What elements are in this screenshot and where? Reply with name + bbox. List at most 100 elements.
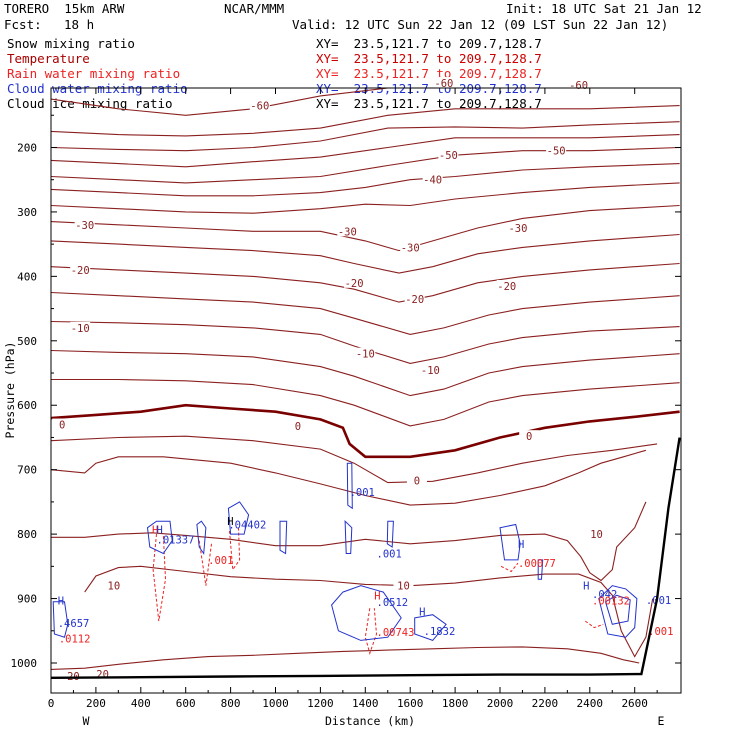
cloud-water-contour [52,601,69,638]
field-xy-temperature: XY= 23.5,121.7 to 209.7,128.7 [316,51,542,66]
contour-label-backdrop [355,347,376,359]
x-tick-label: 600 [176,697,196,710]
contour-label-backdrop [400,241,421,253]
field-xy-rain: XY= 23.5,121.7 to 209.7,128.7 [316,66,542,81]
extrema-label: .4657 [58,618,90,630]
contour-label-backdrop [344,276,365,288]
contour-label-backdrop [52,418,73,430]
extrema-label: H [152,525,158,537]
x-tick-label: 400 [131,697,151,710]
extrema-label: .001 [646,595,671,607]
contour-label-backdrop [507,222,528,234]
isotherm-line [50,449,647,506]
y-tick-label: 900 [17,593,37,606]
extrema-label: H [583,581,589,593]
extrema-label: .00077 [518,558,556,570]
contour-label-backdrop [70,321,91,333]
x-tick-label: 1600 [397,697,424,710]
cloud-water-contour [414,614,447,641]
x-tick-label: 800 [221,697,241,710]
x-tick-label: 2200 [532,697,559,710]
x-tick-label: 1000 [262,697,289,710]
contour-label: -10 [71,323,90,335]
extrema-label: .00132 [592,595,630,607]
extrema-label: .0512 [377,597,409,609]
x-tick-label: 1200 [307,697,334,710]
contour-label: 0 [526,431,532,443]
contour-label: 10 [397,581,410,593]
field-name-cloud-water: Cloud water mixing ratio [7,81,188,96]
header-init: Init: 18 UTC Sat 21 Jan 12 [506,1,702,16]
extrema-label: H [157,525,163,537]
extrema-label: .001 [377,548,402,560]
extrema-label: .001 [648,626,673,638]
extrema-label: .001 [208,555,233,567]
header-org: NCAR/MMM [224,1,285,16]
contour-label: -30 [338,226,357,238]
cloud-water-contour [331,585,402,641]
contour-label-backdrop [74,218,95,230]
isotherm-line [50,105,680,137]
extrema-label: H [227,516,233,528]
extrema-label: .001 [350,487,375,499]
header-model: TORERO 15km ARW [4,1,125,16]
field-name-snow: Snow mixing ratio [7,36,135,51]
contour-label-layer: -60 -60 -60 -50 -50 -40 -30 -30 -30 -30 -20 -20 -20 -… [52,77,607,683]
y-tick-label: 200 [17,141,37,154]
contour-label: 0 [59,420,65,432]
isotherm-line [50,163,680,197]
extrema-label: .042 [592,589,617,601]
contour-label: 0 [414,476,420,488]
isotherm-line [50,262,680,303]
contour-label: -30 [401,242,420,254]
isotherm-line [84,565,654,658]
plot-frame [50,87,682,694]
isotherm-line [50,403,680,459]
header-valid: Valid: 12 UTC Sun 22 Jan 12 (09 LST Sun … [292,17,669,32]
extrema-label: .00743 [377,627,415,639]
field-name-rain: Rain water mixing ratio [7,66,181,81]
contour-label: 20 [96,669,109,681]
field-name-cloud-ice: Cloud ice mixing ratio [7,96,173,111]
rain-contour [152,534,167,622]
isotherm-line [50,435,658,484]
isotherm-line [50,121,680,152]
rain-contour [198,540,212,586]
header-fcst-label: Fcst: [4,17,42,32]
rain-contour [585,620,604,629]
cloud-water-contour [346,462,353,510]
contour-label: -30 [75,220,94,232]
isotherm-line [51,378,680,427]
x-tick-label: 2600 [621,697,648,710]
rain-contour-layer [152,527,604,655]
x-tick-label: 2000 [487,697,514,710]
contour-label: -50 [439,150,458,162]
contour-label: -20 [345,278,364,290]
contour-label-backdrop [433,77,454,89]
contour-label: -20 [497,281,516,293]
contour-label-backdrop [92,667,113,679]
x-tick-label: 1800 [442,697,469,710]
contour-label: -20 [405,294,424,306]
isotherm-line [50,349,680,397]
field-name-temperature: Temperature [7,51,90,66]
cloud-water-contour [598,585,638,638]
cloud-water-contour-layer [52,462,638,641]
contour-label: -10 [356,349,375,361]
y-tick-label: 500 [17,335,37,348]
isotherm-line [51,501,647,582]
contour-label-backdrop [404,292,425,304]
extrema-label: .1832 [424,626,456,638]
extrema-label: H [58,595,64,607]
isotherm-line [50,646,640,670]
cloud-water-contour [146,520,173,555]
contour-label: -20 [71,265,90,277]
contour-label-backdrop [420,363,441,375]
extrema-label: .01337 [157,534,195,546]
field-xy-cloud-ice: XY= 23.5,121.7 to 209.7,128.7 [316,96,542,111]
isotherm-line [50,134,680,168]
contour-label-backdrop [70,263,91,275]
contour-label: 10 [108,581,121,593]
header-fcst-value: 18 h [64,17,95,32]
